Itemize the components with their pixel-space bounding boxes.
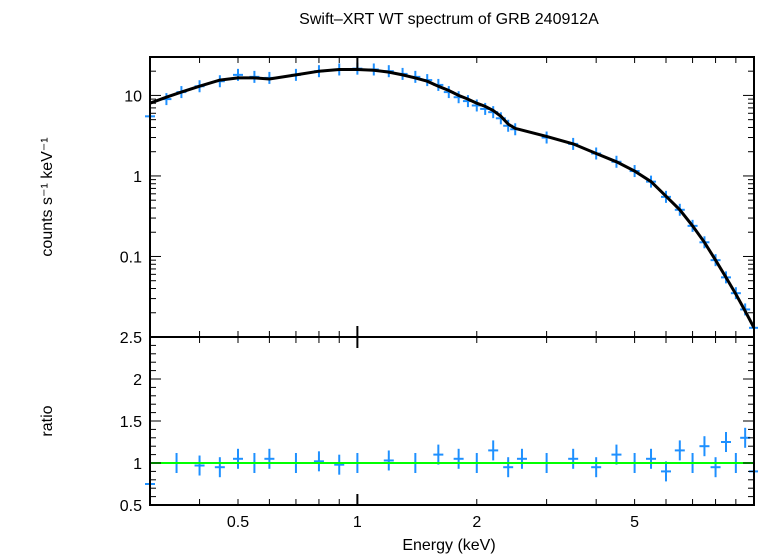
ratio-data-point <box>674 440 685 461</box>
y-tick-label-spectrum: 10 <box>124 88 142 105</box>
ratio-data-point <box>699 436 710 457</box>
chart-title: Swift–XRT WT spectrum of GRB 240912A <box>299 11 599 28</box>
ratio-data-point <box>194 455 205 476</box>
ratio-data-point <box>488 440 499 461</box>
y-tick-label-ratio: 1 <box>133 456 142 473</box>
x-axis-label: Energy (keV) <box>402 537 495 554</box>
y-tick-label-ratio: 0.5 <box>120 498 142 515</box>
y-tick-label-spectrum: 1 <box>133 169 142 186</box>
y-tick-label-ratio: 2 <box>133 372 142 389</box>
model-line <box>149 68 756 329</box>
spectrum-panel: 0.1 1 10 counts s⁻¹ keV⁻¹ <box>39 56 758 338</box>
y-axis-label-spectrum: counts s⁻¹ keV⁻¹ <box>39 137 56 256</box>
ratio-data-point <box>611 444 622 465</box>
ratio-data-point <box>334 454 345 475</box>
ratio-data-point <box>661 461 672 482</box>
ratio-data-point <box>591 457 602 478</box>
x-tick-label: 5 <box>630 514 639 531</box>
ratio-data-point <box>453 448 464 469</box>
ratio-data-point <box>516 448 527 469</box>
x-tick-label: 2 <box>472 514 481 531</box>
ratio-data-point <box>568 448 579 469</box>
ratio-data-point <box>433 444 444 465</box>
ratio-data-point <box>721 432 732 452</box>
ratio-data-point <box>503 457 514 478</box>
ratio-panel: 0.5 1 2 5 0.5 1 1.5 2 2.5 ratio Energy (keV) <box>39 330 758 554</box>
y-tick-label-spectrum: 0.1 <box>120 249 142 266</box>
ratio-data-point <box>383 450 394 471</box>
x-tick-label: 0.5 <box>227 514 249 531</box>
ratio-data-point <box>264 448 275 469</box>
y-tick-label-ratio: 1.5 <box>120 414 142 431</box>
ratio-panel-frame <box>149 336 755 506</box>
ratio-data-point <box>214 457 225 478</box>
ratio-data-point <box>313 451 324 472</box>
ratio-data-point <box>710 457 721 478</box>
y-axis-label-ratio: ratio <box>39 405 56 436</box>
ratio-data-point <box>232 448 243 469</box>
y-tick-label-ratio: 2.5 <box>120 330 142 347</box>
x-tick-label: 1 <box>353 514 362 531</box>
ratio-data-point <box>646 448 657 469</box>
